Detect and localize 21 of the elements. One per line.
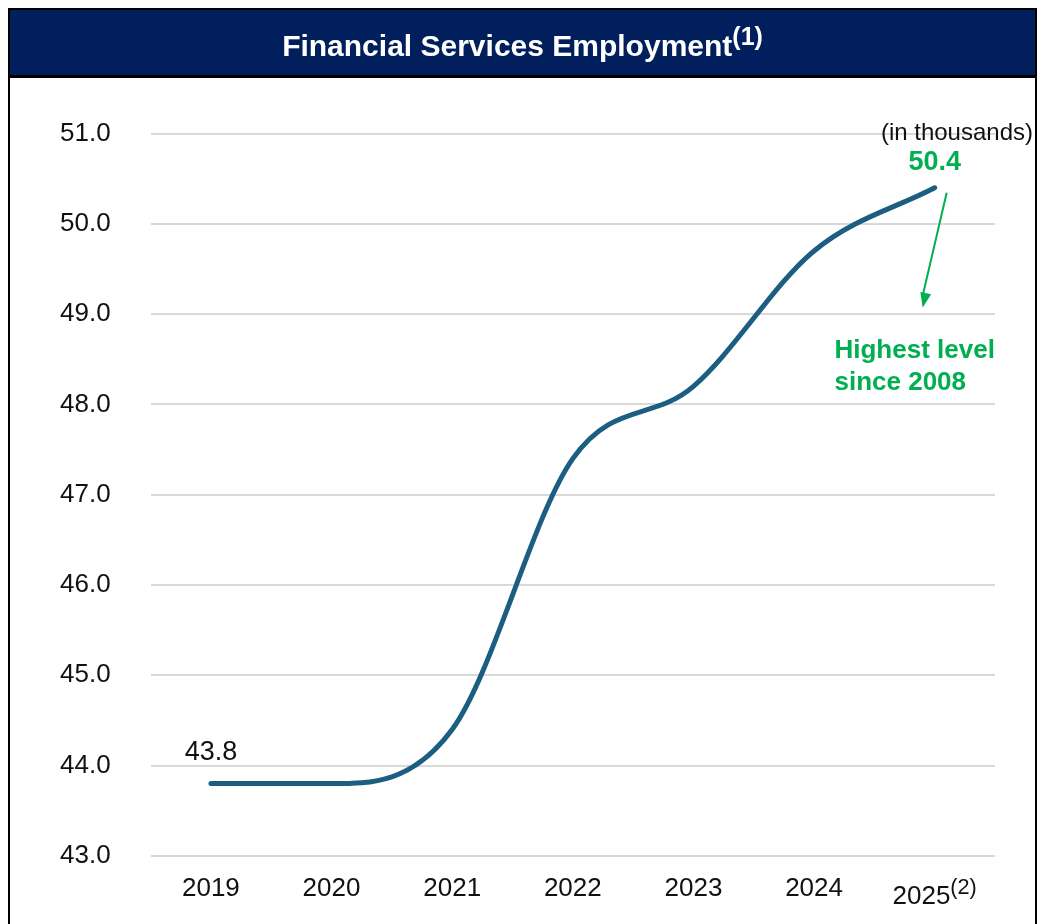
y-tick-label: 45.0: [59, 658, 111, 689]
y-tick-label: 50.0: [59, 207, 111, 238]
x-tick-label: 2019: [181, 871, 240, 902]
x-tick-label: 2022: [543, 871, 602, 902]
x-tick-label: 2021: [423, 871, 482, 902]
x-tick-label: 2023: [664, 871, 723, 902]
x-tick-label: 2025$^{(2)}$: [892, 872, 977, 910]
annotation: (in thousands): [880, 118, 1033, 146]
y-tick-label: 46.0: [59, 568, 111, 599]
y-tick-label: 49.0: [59, 297, 111, 328]
annotation: Highest level since 2008: [834, 333, 995, 396]
x-tick-label: 2024: [785, 871, 843, 902]
x-tick-label: 2020: [302, 871, 361, 902]
y-tick-label: 48.0: [59, 387, 111, 418]
data-label: 43.8: [184, 735, 238, 766]
chart-title: Financial Services Employment$^{(1)}$: [10, 8, 1035, 78]
y-tick-label: 43.0: [59, 838, 111, 869]
y-tick-label: 44.0: [59, 748, 111, 779]
y-tick-label: 47.0: [59, 477, 111, 508]
data-label: 50.4: [908, 145, 961, 176]
y-tick-label: 51.0: [59, 116, 111, 147]
